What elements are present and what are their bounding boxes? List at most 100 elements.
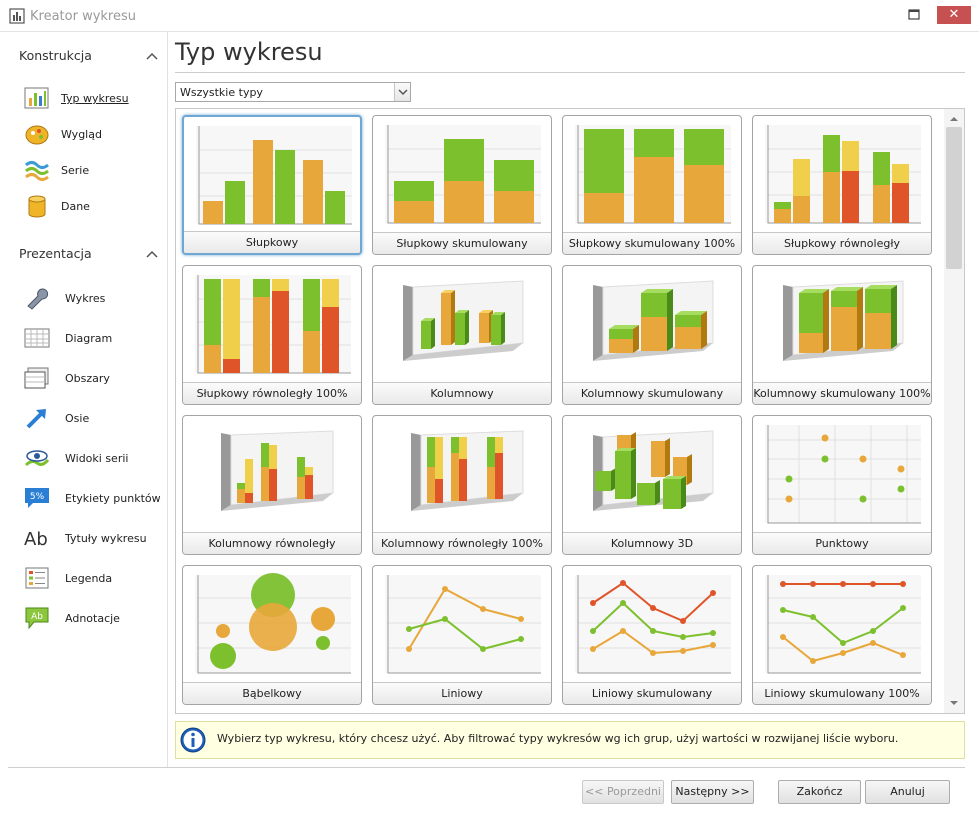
sidebar-item-diagram[interactable]: Diagram — [24, 323, 164, 353]
sidebar-item-label: Legenda — [65, 572, 113, 585]
footer-divider — [8, 767, 965, 768]
tile-label: Kolumnowy skumulowany 100% — [753, 382, 931, 404]
section-title-presentation: Prezentacja — [19, 246, 92, 261]
chart-type-filter-select[interactable]: Wszystkie typy — [175, 82, 411, 102]
stacked-bar-chart-icon — [385, 125, 541, 224]
tile-label: Bąbelkowy — [183, 682, 361, 704]
chevron-up-icon[interactable] — [146, 250, 158, 258]
chart-type-tile-side-by-side-bar[interactable]: Słupkowy równoległy — [752, 115, 932, 255]
svg-text:Ab: Ab — [31, 612, 43, 622]
tile-label: Kolumnowy skumulowany — [563, 382, 741, 404]
chart-type-tile-line[interactable]: Liniowy — [372, 565, 552, 705]
sidebar-item-axes[interactable]: Osie — [24, 403, 164, 433]
chart-type-tile-column-3d[interactable]: Kolumnowy — [372, 265, 552, 405]
axes-icon — [26, 409, 46, 429]
chart-type-tile-stacked-column[interactable]: Kolumnowy skumulowany — [562, 265, 742, 405]
sidebar-item-panes[interactable]: Obszary — [24, 363, 164, 393]
line-chart-icon — [385, 575, 541, 674]
stacked-column-100-chart-icon — [783, 280, 904, 361]
sidebar: Konstrukcja Typ wykresu Wygląd Serie Dan… — [8, 32, 168, 768]
3d-column-chart-icon — [403, 280, 524, 361]
filter-value: Wszystkie typy — [180, 86, 263, 99]
chart-type-tile-stacked-column-100[interactable]: Kolumnowy skumulowany 100% — [752, 265, 932, 405]
scroll-up-icon[interactable] — [944, 111, 964, 127]
tile-label: Punktowy — [753, 532, 931, 554]
finish-button[interactable]: Zakończ — [778, 780, 861, 804]
sidebar-item-series-views[interactable]: Widoki serii — [24, 443, 164, 473]
window-title: Kreator wykresu — [30, 9, 136, 24]
sidebar-item-chart-titles[interactable]: Ab Tytuły wykresu — [24, 523, 164, 553]
sidebar-item-series[interactable]: Serie — [24, 155, 164, 185]
sidebar-item-label: Wykres — [65, 292, 106, 305]
info-text: Wybierz typ wykresu, który chcesz użyć. … — [217, 732, 899, 745]
close-button[interactable]: ✕ — [937, 6, 971, 24]
sidebar-item-label: Osie — [65, 412, 90, 425]
sidebar-item-annotations[interactable]: Ab Adnotacje — [24, 603, 164, 633]
tile-label: Słupkowy równoległy — [753, 232, 931, 254]
app-icon — [9, 8, 25, 24]
chart-type-tile-stacked-line[interactable]: Liniowy skumulowany — [562, 565, 742, 705]
sidebar-item-label: Widoki serii — [65, 452, 129, 465]
side-by-side-column-100-chart-icon — [411, 430, 524, 511]
page-title: Typ wykresu — [175, 38, 323, 66]
appearance-icon — [25, 125, 49, 145]
chart-type-tile-bubble[interactable]: Bąbelkowy — [182, 565, 362, 705]
sidebar-item-label: Typ wykresu — [61, 92, 129, 105]
tile-label: Kolumnowy równoległy 100% — [373, 532, 551, 554]
chart-type-tile-stacked-bar-100[interactable]: Słupkowy skumulowany 100% — [562, 115, 742, 255]
chart-type-tile-side-by-side-column-100[interactable]: Kolumnowy równoległy 100% — [372, 415, 552, 555]
stacked-column-chart-icon — [593, 280, 714, 361]
chevron-down-icon — [398, 89, 408, 96]
tile-label: Słupkowy równoległy 100% — [183, 382, 361, 404]
point-chart-icon — [765, 425, 921, 524]
series-views-icon — [24, 450, 50, 467]
tile-label: Liniowy skumulowany — [563, 682, 741, 704]
tile-label: Słupkowy skumulowany 100% — [563, 232, 741, 254]
tile-label: Liniowy skumulowany 100% — [753, 682, 931, 704]
chart-type-tile-point[interactable]: Punktowy — [752, 415, 932, 555]
sidebar-item-chart-type[interactable]: Typ wykresu — [24, 83, 164, 113]
title-bar: Kreator wykresu ✕ — [0, 0, 979, 32]
sidebar-item-data[interactable]: Dane — [24, 191, 164, 221]
previous-button[interactable]: << Poprzedni — [582, 780, 664, 804]
svg-text:Ab: Ab — [24, 529, 48, 550]
data-icon — [28, 195, 46, 218]
chart-type-tile-side-by-side-bar-100[interactable]: Słupkowy równoległy 100% — [182, 265, 362, 405]
tile-label: Kolumnowy 3D — [563, 532, 741, 554]
svg-text:5%: 5% — [30, 492, 45, 502]
sidebar-item-label: Wygląd — [61, 128, 102, 141]
tile-label: Liniowy — [373, 682, 551, 704]
tile-label: Słupkowy — [184, 231, 360, 253]
sidebar-item-appearance[interactable]: Wygląd — [24, 119, 164, 149]
chart-type-tile-bar[interactable]: Słupkowy — [182, 115, 362, 255]
tile-label: Kolumnowy równoległy — [183, 532, 361, 554]
diagram-icon — [24, 328, 50, 348]
sidebar-item-label: Diagram — [65, 332, 113, 345]
chevron-up-icon[interactable] — [146, 52, 158, 60]
sidebar-item-legend[interactable]: Legenda — [24, 563, 164, 593]
next-button[interactable]: Następny >> — [671, 780, 754, 804]
chart-type-tile-side-by-side-column[interactable]: Kolumnowy równoległy — [182, 415, 362, 555]
scrollbar-thumb[interactable] — [946, 127, 962, 269]
chart-type-tile-stacked-line-100[interactable]: Liniowy skumulowany 100% — [752, 565, 932, 705]
chart-type-tile-column-3d-full[interactable]: Kolumnowy 3D — [562, 415, 742, 555]
sidebar-item-label: Etykiety punktów — [65, 492, 161, 505]
bubble-chart-icon — [195, 573, 351, 674]
sidebar-item-label: Dane — [61, 200, 90, 213]
sidebar-item-label: Serie — [61, 164, 90, 177]
sidebar-item-chart[interactable]: Wykres — [24, 283, 164, 313]
series-icon — [25, 161, 49, 181]
cancel-button[interactable]: Anuluj — [865, 780, 950, 804]
stacked-line-100-chart-icon — [765, 575, 921, 674]
chart-type-tile-stacked-bar[interactable]: Słupkowy skumulowany — [372, 115, 552, 255]
sidebar-item-label: Adnotacje — [65, 612, 120, 625]
stacked-line-chart-icon — [575, 575, 731, 674]
sidebar-item-label: Tytuły wykresu — [65, 532, 147, 545]
sidebar-divider — [167, 32, 168, 768]
maximize-icon[interactable] — [905, 7, 923, 23]
legend-icon — [25, 567, 49, 589]
chart-titles-icon: Ab — [24, 529, 48, 550]
sidebar-item-point-labels[interactable]: 5% Etykiety punktów — [24, 483, 164, 513]
scroll-down-icon[interactable] — [944, 695, 964, 711]
dropdown-button[interactable] — [394, 83, 410, 101]
